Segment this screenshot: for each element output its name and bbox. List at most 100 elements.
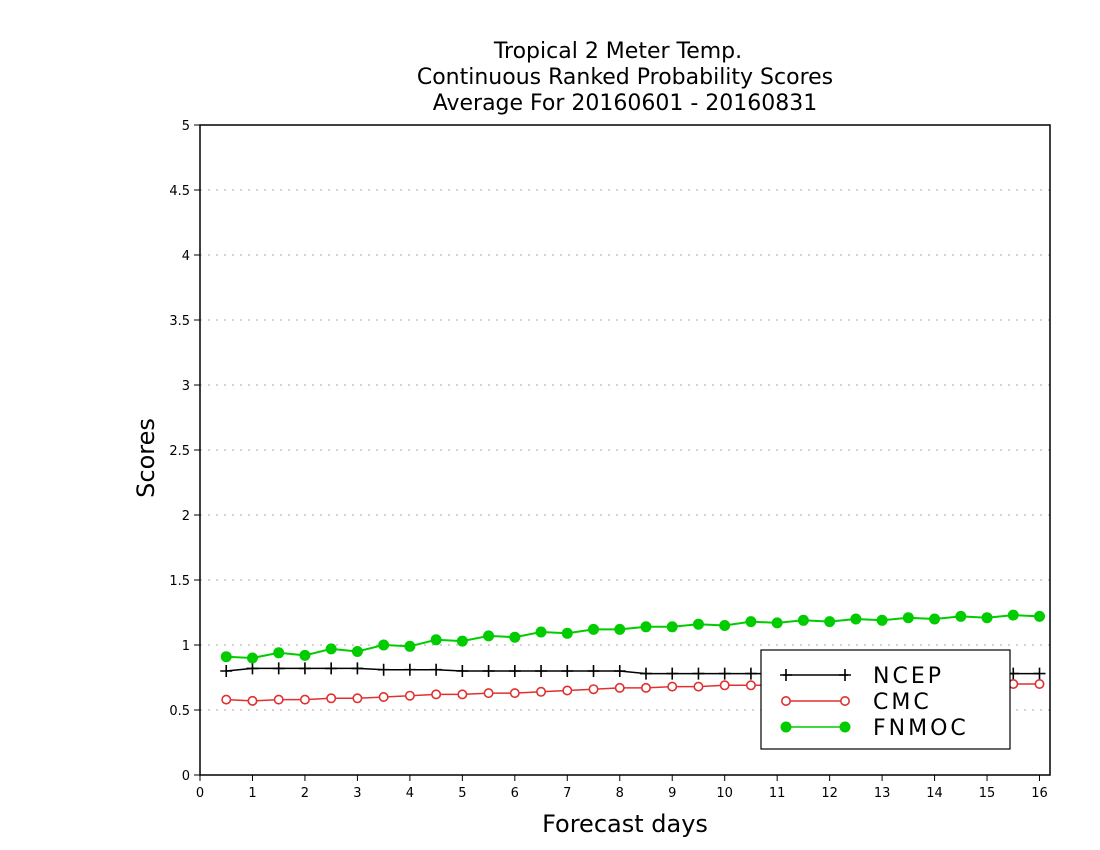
- x-axis-label: Forecast days: [542, 810, 708, 838]
- cmc-point: [536, 686, 547, 697]
- x-tick-label: 16: [1031, 786, 1048, 801]
- x-tick-label: 5: [458, 786, 466, 801]
- legend-label-fnmoc: FNMOC: [873, 716, 969, 741]
- fnmoc-point: [378, 639, 390, 651]
- y-tick-label: 0: [182, 769, 190, 784]
- ncep-point: [298, 662, 311, 675]
- ncep-point: [325, 662, 338, 675]
- cmc-point: [509, 688, 520, 699]
- y-tick-label: 4.5: [169, 184, 190, 199]
- cmc-point: [693, 681, 704, 692]
- cmc-point: [378, 691, 389, 702]
- fnmoc-point: [561, 627, 573, 639]
- x-tick-label: 6: [511, 786, 519, 801]
- legend-marker-fnmoc: [780, 721, 792, 733]
- fnmoc-point: [588, 623, 600, 635]
- legend-item-cmc: CMC: [780, 690, 929, 715]
- fnmoc-point: [404, 640, 416, 652]
- y-tick-label: 3: [182, 379, 190, 394]
- x-tick-label: 12: [821, 786, 838, 801]
- x-axis-ticks: 0 1 2 3 4 5 6 7 8 9 10 11 12 13 14 15 16: [196, 775, 1048, 801]
- ncep-point: [220, 665, 233, 677]
- cmc-point: [588, 684, 599, 695]
- x-tick-label: 3: [353, 786, 361, 801]
- fnmoc-point: [483, 630, 495, 642]
- chart-title: Tropical 2 Meter Temp. Continuous Ranked…: [417, 39, 833, 116]
- ncep-point: [666, 667, 679, 680]
- ncep-point: [561, 665, 574, 677]
- fnmoc-point: [1007, 609, 1019, 621]
- fnmoc-point: [745, 616, 757, 628]
- cmc-point: [562, 685, 573, 696]
- cmc-point: [404, 690, 415, 701]
- ncep-point: [351, 662, 364, 675]
- x-tick-label: 9: [668, 786, 676, 801]
- ncep-point: [587, 665, 600, 677]
- fnmoc-point: [929, 613, 941, 625]
- cmc-point: [483, 688, 494, 699]
- fnmoc-point: [246, 652, 258, 664]
- chart-title-line-2: Continuous Ranked Probability Scores: [417, 65, 833, 90]
- fnmoc-point: [692, 618, 704, 630]
- ncep-point: [403, 663, 416, 676]
- ncep-point: [535, 665, 548, 677]
- cmc-point: [352, 693, 363, 704]
- cmc-point: [431, 689, 442, 700]
- legend-marker-ncep: [839, 669, 851, 681]
- legend-item-ncep: NCEP: [780, 664, 944, 689]
- y-tick-label: 0.5: [169, 704, 190, 719]
- fnmoc-point: [351, 646, 363, 657]
- fnmoc-point: [666, 621, 678, 633]
- y-tick-label: 4: [182, 249, 190, 264]
- fnmoc-point: [1034, 610, 1046, 622]
- fnmoc-point: [509, 631, 521, 643]
- fnmoc-point: [955, 610, 967, 622]
- fnmoc-point: [535, 626, 547, 638]
- legend-marker-ncep: [780, 669, 792, 681]
- ncep-point: [456, 665, 469, 677]
- ncep-point: [377, 663, 390, 676]
- fnmoc-point: [719, 620, 731, 631]
- ncep-point: [744, 667, 757, 680]
- legend-marker-cmc: [780, 695, 791, 706]
- x-tick-label: 11: [769, 786, 786, 801]
- ncep-point: [639, 667, 652, 680]
- series-fnmoc: [220, 609, 1046, 664]
- cmc-point: [273, 694, 284, 705]
- x-tick-label: 14: [926, 786, 943, 801]
- fnmoc-point: [325, 643, 337, 655]
- legend-marker-cmc: [839, 695, 850, 706]
- ncep-point: [613, 665, 626, 677]
- y-tick-label: 2.5: [169, 444, 190, 459]
- x-tick-label: 4: [406, 786, 414, 801]
- fnmoc-point: [430, 634, 442, 646]
- ncep-point: [246, 662, 259, 675]
- x-tick-label: 7: [563, 786, 571, 801]
- fnmoc-point: [876, 614, 888, 626]
- chart-title-line-1: Tropical 2 Meter Temp.: [493, 39, 742, 64]
- ncep-point: [430, 663, 443, 676]
- fnmoc-point: [614, 623, 626, 635]
- fnmoc-point: [299, 649, 311, 661]
- fnmoc-point: [824, 616, 836, 628]
- x-tick-label: 0: [196, 786, 204, 801]
- y-tick-label: 2: [182, 509, 190, 524]
- legend-marker-fnmoc: [839, 721, 851, 733]
- ncep-point: [718, 667, 731, 680]
- cmc-point: [640, 682, 651, 693]
- x-tick-label: 10: [716, 786, 733, 801]
- cmc-point: [457, 689, 468, 700]
- cmc-point: [221, 694, 232, 705]
- x-tick-label: 1: [248, 786, 256, 801]
- fnmoc-point: [797, 614, 809, 626]
- legend-label-ncep: NCEP: [873, 664, 944, 689]
- fnmoc-point: [640, 621, 652, 633]
- grid-lines: [200, 189, 1050, 711]
- ncep-point: [482, 665, 495, 677]
- chart-title-line-3: Average For 20160601 - 20160831: [433, 91, 818, 116]
- fnmoc-point: [456, 635, 468, 647]
- cmc-point: [247, 695, 258, 706]
- ncep-point: [692, 667, 705, 680]
- fnmoc-point: [850, 613, 862, 625]
